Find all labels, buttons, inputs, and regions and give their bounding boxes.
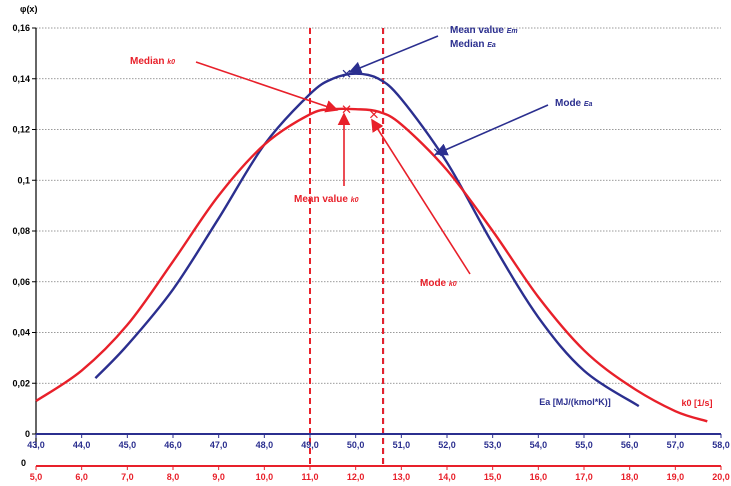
annotation-blue-mean-line1: Mean value Em (450, 25, 518, 36)
arrow-red-median (195, 61, 339, 113)
x-tick-label-e: 49,0 (301, 440, 319, 450)
series-line-k0 (35, 107, 708, 423)
marker-stroke (342, 105, 351, 114)
x-tick-label-k: 9,0 (212, 472, 225, 482)
y-tick-label: 0,16 (12, 23, 30, 33)
y-tick-label: 0,12 (12, 125, 30, 135)
x-tick-label-e: 51,0 (393, 440, 411, 450)
x-tick-label-k: 20,0 (712, 472, 730, 482)
x-tick-label-e: 45,0 (119, 440, 137, 450)
x-tick-label-e: 47,0 (210, 440, 228, 450)
x-tick-labels-e: 43,0 44,0 45,0 46,0 47,0 48,0 49,0 50,0 51,0 52,0… (27, 434, 730, 450)
x-tick-label-k: 19,0 (667, 472, 685, 482)
annotation-blue-mode: Mode Ea (555, 98, 593, 109)
x-tick-label-k: 14,0 (438, 472, 456, 482)
x-tick-label-e: 48,0 (256, 440, 274, 450)
y-tick-labels: 0 0,02 0,04 0,06 0,08 0,1 0,12 0,14 0,16 (12, 23, 36, 439)
arrow-red-mode (371, 118, 471, 275)
x-axis-k-label: k0 [1/s] (681, 398, 712, 408)
x-tick-label-k: 18,0 (621, 472, 639, 482)
marker-stroke (370, 110, 378, 119)
x-tick-label-e: 58,0 (712, 440, 730, 450)
annotation-red-mean: Mean value k0 (294, 194, 359, 205)
y-tick-label: 0,04 (12, 328, 30, 338)
x-tick-label-e: 44,0 (73, 440, 91, 450)
y-tick-label: 0,08 (12, 226, 30, 236)
data-point-marker (370, 110, 378, 119)
series-markers (342, 69, 442, 157)
data-point-marker (342, 105, 351, 114)
x-tick-label-k: 10,0 (256, 472, 274, 482)
reference-lines (309, 28, 385, 466)
x-tick-label-k: 5,0 (30, 472, 43, 482)
x-tick-label-e: 56,0 (621, 440, 639, 450)
x-tick-label-k: 13,0 (393, 472, 411, 482)
arrow-blue-mean (348, 35, 439, 74)
y-tick-label: 0,1 (17, 175, 30, 185)
x-tick-label-e: 55,0 (575, 440, 593, 450)
annotation-red-median: Median k0 (130, 56, 175, 67)
x-tick-label-k: 12,0 (347, 472, 365, 482)
y-tick-label: 0,06 (12, 277, 30, 287)
x-tick-label-e: 53,0 (484, 440, 502, 450)
series-line-ea (94, 72, 640, 408)
x-tick-labels-k: 5,0 6,0 7,0 8,0 9,0 10,0 11,0 12,0 13,0 14,0 15,0 1… (30, 466, 730, 482)
y-tick-label: 0,14 (12, 74, 30, 84)
x-tick-label-k: 15,0 (484, 472, 502, 482)
annotation-red-mode: Mode k0 (420, 278, 457, 289)
x-tick-label-e: 52,0 (438, 440, 456, 450)
x-tick-label-k: 17,0 (575, 472, 593, 482)
x-axis-e-label: Ea [MJ/(kmol*K)] (539, 397, 611, 407)
x-tick-label-k: 7,0 (121, 472, 134, 482)
arrow-blue-mode (434, 104, 549, 156)
x-tick-label-e: 57,0 (667, 440, 685, 450)
y-axis-bottom-label: 0 (21, 458, 26, 468)
y-tick-label: 0 (25, 429, 30, 439)
y-tick-label: 0,02 (12, 378, 30, 388)
x-tick-label-k: 11,0 (301, 472, 318, 482)
x-tick-label-e: 54,0 (530, 440, 548, 450)
grid-lines (36, 27, 721, 384)
x-tick-label-k: 8,0 (167, 472, 180, 482)
y-axis-label: φ(x) (20, 4, 37, 14)
x-tick-label-k: 16,0 (530, 472, 548, 482)
x-tick-label-k: 6,0 (75, 472, 88, 482)
annotation-blue-median-line2: Median Ea (450, 39, 496, 50)
x-tick-label-e: 46,0 (164, 440, 182, 450)
x-tick-label-e: 43,0 (27, 440, 45, 450)
x-tick-label-e: 50,0 (347, 440, 365, 450)
series-curves (35, 72, 708, 423)
